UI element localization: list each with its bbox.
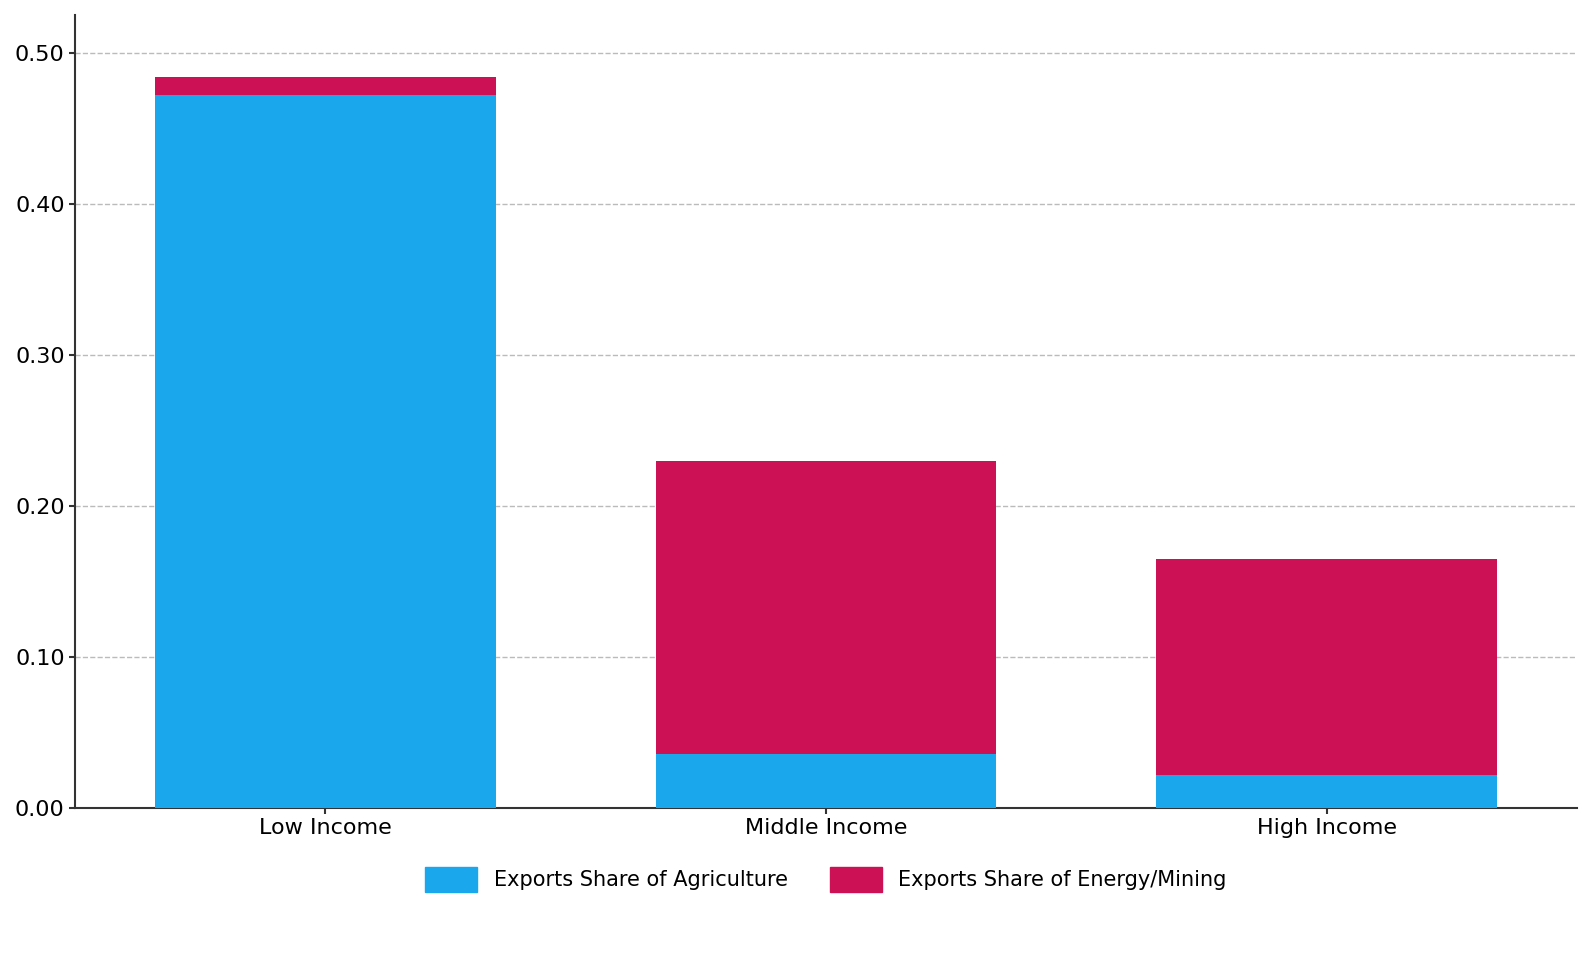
Bar xyxy=(156,95,495,808)
Bar xyxy=(156,76,495,95)
Bar xyxy=(1156,774,1496,808)
Bar xyxy=(656,461,997,753)
Bar xyxy=(656,753,997,808)
Bar xyxy=(1156,558,1496,774)
Legend: Exports Share of Agriculture, Exports Share of Energy/Mining: Exports Share of Agriculture, Exports Sh… xyxy=(417,858,1235,901)
